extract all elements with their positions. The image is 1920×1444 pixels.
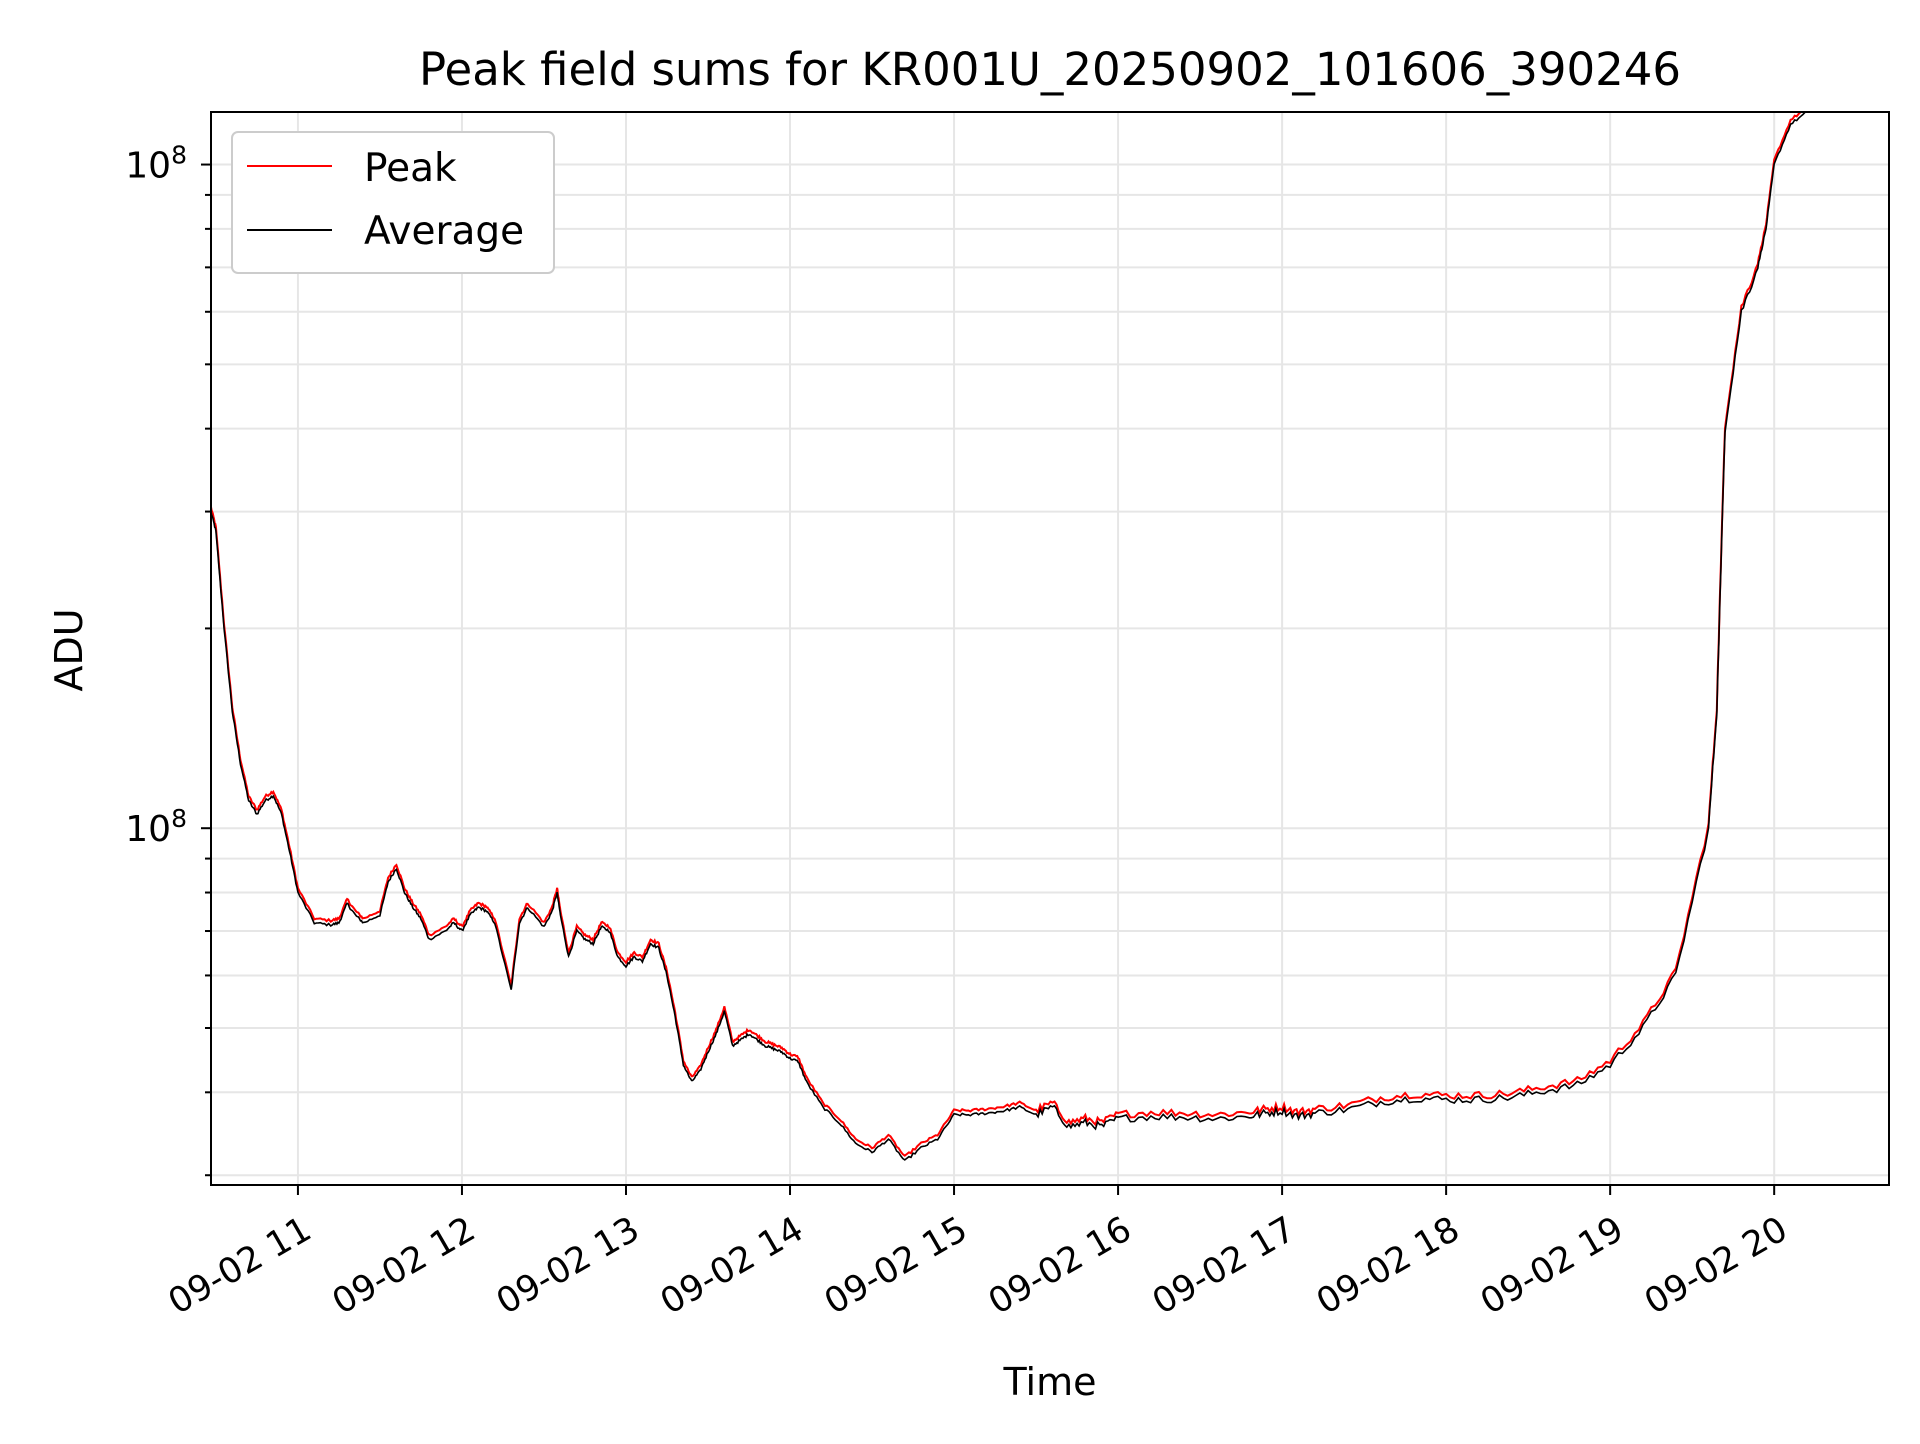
chart-title: Peak field sums for KR001U_20250902_1016… (419, 43, 1681, 96)
x-tick-label: 09-02 15 (818, 1209, 974, 1322)
x-tick-label: 09-02 13 (490, 1209, 646, 1322)
x-tick-label: 09-02 14 (654, 1209, 810, 1322)
x-tick-label: 09-02 11 (162, 1209, 318, 1322)
x-tick-label: 09-02 20 (1638, 1209, 1794, 1322)
y-axis-label: ADU (47, 608, 91, 691)
x-tick-label: 09-02 19 (1474, 1209, 1630, 1322)
y-tick-label: 108 (125, 141, 187, 187)
x-tick-label: 09-02 17 (1146, 1209, 1302, 1322)
legend: Peak Average (231, 131, 555, 274)
legend-average-label: Average (364, 209, 524, 254)
tick-layer: 09-02 11 09-02 12 09-02 13 09-02 14 09-02 15… (125, 141, 1794, 1323)
series-layer (210, 111, 1806, 1161)
x-axis-label: Time (1003, 1360, 1097, 1404)
series-peak-line (210, 111, 1805, 1157)
y-tick-label: 108 (125, 804, 187, 850)
x-tick-label: 09-02 12 (326, 1209, 482, 1322)
grid-layer (211, 112, 1889, 1185)
x-tick-label: 09-02 16 (982, 1209, 1138, 1322)
x-tick-label: 09-02 18 (1310, 1209, 1466, 1322)
legend-peak-label: Peak (364, 146, 457, 191)
legend-box (231, 131, 555, 274)
series-average-line (210, 111, 1806, 1161)
axes-frame (210, 111, 1890, 1186)
